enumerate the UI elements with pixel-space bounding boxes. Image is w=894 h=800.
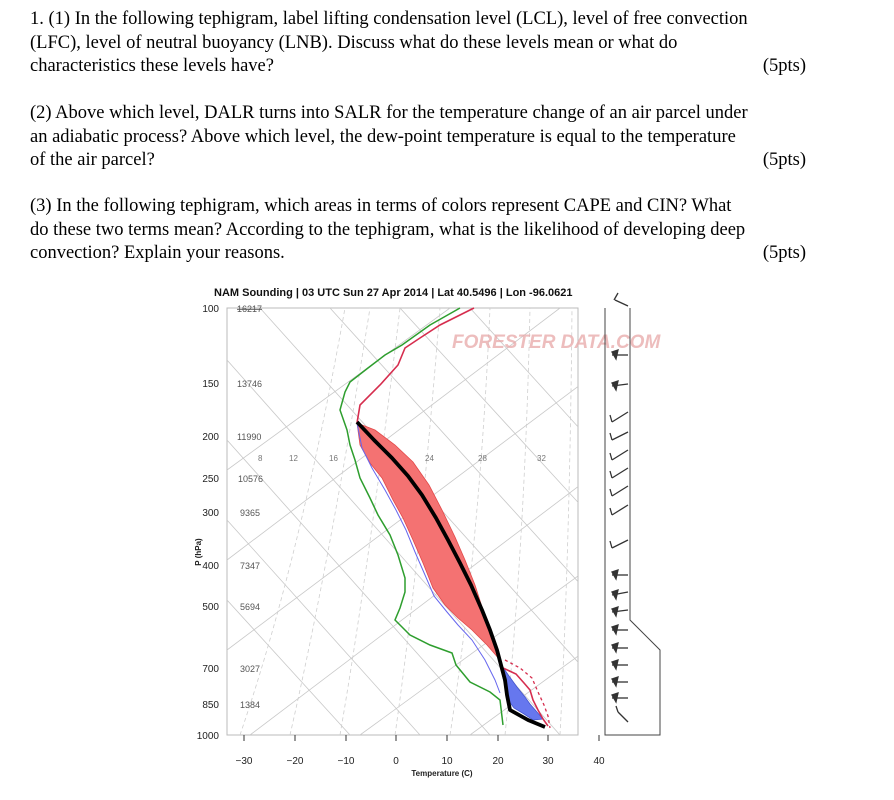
- x-tick-label: 20: [492, 756, 504, 767]
- height-labels: 16217 13746 11990 10576 9365 7347 5694 3…: [237, 304, 263, 710]
- question-2-line-2: an adiabatic process? Above which level,…: [30, 126, 736, 147]
- pressure-label: 150: [202, 379, 219, 390]
- x-tick-label: 30: [542, 756, 554, 767]
- pressure-label: 850: [202, 700, 219, 711]
- question-2-line-1: (2) Above which level, DALR turns into S…: [30, 103, 748, 123]
- dewpoint-line: [339, 307, 504, 726]
- y-axis-title: P (hPa): [194, 538, 203, 566]
- pressure-label: 100: [202, 304, 219, 315]
- pressure-axis: 100 150 200 250 300 400 500 700 850 1000: [197, 304, 220, 742]
- x-axis-ticks: [243, 735, 600, 741]
- height-label: 9365: [240, 508, 260, 518]
- pressure-label: 300: [202, 508, 219, 519]
- x-tick-label: −10: [338, 756, 355, 767]
- height-label: 5694: [240, 602, 260, 612]
- x-tick-label: 40: [593, 756, 605, 767]
- parcel-path-line: [355, 420, 546, 729]
- height-label: 13746: [237, 379, 262, 389]
- x-axis: −30 −20 −10 0 10 20 30 40: [236, 756, 605, 767]
- question-1-line-2: (LFC), level of neutral buoyancy (LNB). …: [30, 32, 678, 53]
- mixing-ratio-label: 32: [537, 454, 546, 463]
- mixing-ratio-label: 24: [425, 454, 434, 463]
- mixing-ratio-label: 16: [329, 454, 338, 463]
- question-3-points: (5pts): [762, 243, 806, 263]
- mixing-ratio-label: 28: [478, 454, 487, 463]
- x-tick-label: −20: [287, 756, 304, 767]
- question-3-line-3: convection? Explain your reasons.: [30, 243, 285, 263]
- pressure-label: 700: [202, 664, 219, 675]
- mixing-ratio-labels: 8 12 16 24 28 32: [258, 454, 546, 463]
- x-tick-label: 10: [441, 756, 453, 767]
- question-2-line-3: of the air parcel?: [30, 150, 155, 170]
- mixing-ratio-label: 8: [258, 454, 263, 463]
- height-label: 1384: [240, 700, 260, 710]
- cape-red-area: [356, 422, 501, 661]
- virtual-temperature-dashed-line: [504, 659, 551, 729]
- height-label: 7347: [240, 561, 260, 571]
- question-2-points: (5pts): [762, 150, 806, 170]
- height-label: 3027: [240, 664, 260, 674]
- plot-frame: [226, 307, 579, 736]
- question-3-line-2: do these two terms mean? According to th…: [30, 219, 746, 240]
- height-label: 16217: [237, 304, 262, 314]
- question-3-line-1: (3) In the following tephigram, which ar…: [30, 196, 732, 216]
- watermark: FORESTER DATA.COM: [452, 332, 661, 353]
- question-1-line-3: characteristics these levels have?: [30, 56, 274, 76]
- pressure-label: 250: [202, 474, 219, 485]
- question-1: 1. (1) In the following tephigram, label…: [30, 8, 822, 79]
- question-1-line-1: 1. (1) In the following tephigram, label…: [30, 9, 748, 29]
- temperature-line-lower: [499, 662, 549, 727]
- x-tick-label: −30: [236, 756, 253, 767]
- x-axis-title: Temperature (C): [411, 769, 473, 778]
- chart-title: NAM Sounding | 03 UTC Sun 27 Apr 2014 | …: [214, 287, 572, 299]
- question-3: (3) In the following tephigram, which ar…: [30, 195, 822, 266]
- pressure-label: 200: [202, 432, 219, 443]
- mixing-ratio-label: 12: [289, 454, 298, 463]
- x-tick-label: 0: [393, 756, 399, 767]
- wind-barb-panel: [604, 292, 661, 736]
- height-label: 10576: [238, 474, 263, 484]
- virtual-temperature-line: [356, 422, 501, 694]
- pressure-label: 500: [202, 602, 219, 613]
- wind-barbs: [609, 292, 629, 723]
- pressure-label: 1000: [197, 731, 220, 742]
- height-label: 11990: [237, 432, 261, 442]
- temperature-line: [356, 307, 475, 424]
- background-grid: [227, 308, 578, 735]
- question-1-points: (5pts): [762, 56, 806, 76]
- pressure-label: 400: [202, 561, 219, 572]
- question-2: (2) Above which level, DALR turns into S…: [30, 102, 822, 173]
